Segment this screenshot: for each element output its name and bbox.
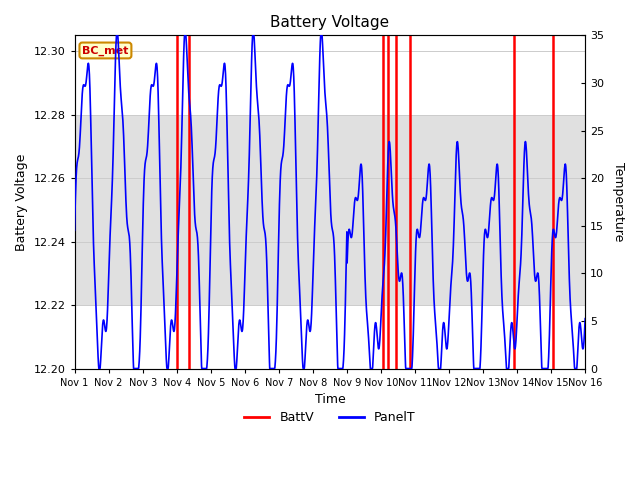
Y-axis label: Temperature: Temperature [612, 162, 625, 241]
Legend: BattV, PanelT: BattV, PanelT [239, 406, 420, 429]
Text: BC_met: BC_met [83, 45, 129, 56]
Y-axis label: Battery Voltage: Battery Voltage [15, 153, 28, 251]
Bar [75, 115, 585, 305]
Title: Battery Voltage: Battery Voltage [270, 15, 390, 30]
X-axis label: Time: Time [314, 393, 345, 406]
